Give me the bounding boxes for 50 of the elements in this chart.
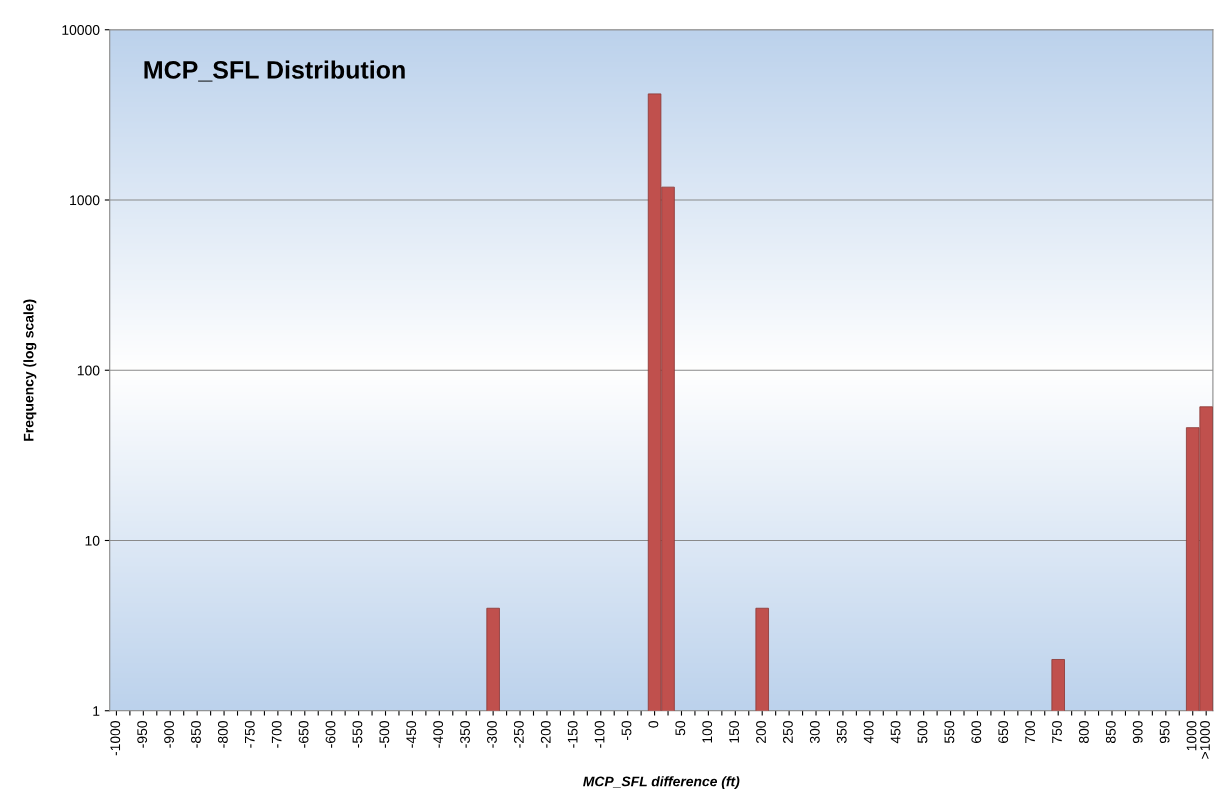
x-tick-label: -300	[487, 721, 497, 748]
x-tick-label: -950	[137, 721, 148, 748]
x-tick-label: -800	[217, 721, 228, 748]
y-tick-label: 1000	[70, 195, 100, 206]
x-tick-label: 900	[1132, 721, 1143, 743]
x-tick-label: -400	[433, 721, 444, 748]
text: MCP_SFL Distribution	[144, 60, 405, 82]
x-tick-label: -750	[244, 721, 255, 748]
x-tick-label: 800	[1078, 721, 1089, 744]
x-tick-label: 550	[944, 721, 955, 744]
x-tick-label: 200	[756, 721, 766, 743]
x-tick-label: -50	[621, 721, 632, 740]
x-tick-label: 150	[729, 721, 740, 743]
x-tick-label: 700	[1025, 721, 1036, 743]
x-tick-label: -700	[271, 721, 282, 748]
x-tick-label: 500	[917, 721, 928, 744]
x-tick-label: -150	[567, 721, 578, 748]
x-tick-label: >1000	[1200, 721, 1210, 759]
x-tick-label: 750	[1052, 721, 1062, 743]
x-tick-label: -850	[191, 721, 201, 748]
x-tick-label: 950	[1159, 721, 1170, 743]
x-tick-label: 50	[675, 721, 686, 736]
x-tick-label: -350	[460, 721, 470, 748]
x-tick-label: -200	[540, 721, 551, 748]
x-tick-label: 0	[648, 721, 659, 728]
x-tick-label: 1000	[1186, 721, 1197, 751]
x-tick-label: 850	[1105, 721, 1116, 744]
y-axis-title: Frequency (log scale)	[23, 299, 37, 441]
x-tick-label: 650	[998, 721, 1009, 743]
x-tick-label: -500	[379, 721, 390, 748]
x-axis-title: MCP_SFL difference (ft)	[583, 776, 740, 790]
x-tick-label: -900	[164, 721, 174, 748]
y-tick-label: 1	[93, 706, 100, 716]
x-tick-label: -650	[298, 721, 309, 748]
y-tick-label: 10	[85, 535, 100, 546]
y-tick-label: 10000	[62, 25, 100, 35]
x-tick-label: -250	[513, 721, 524, 748]
x-tick-label: 300	[809, 721, 820, 744]
x-tick-label: -600	[325, 721, 336, 748]
x-tick-label: -1000	[110, 721, 121, 756]
y-tick-label: 100	[77, 365, 100, 376]
x-tick-label: 450	[890, 721, 901, 744]
x-tick-label: 600	[971, 721, 982, 743]
x-tick-label: -450	[406, 721, 417, 748]
x-tick-label: 250	[783, 721, 793, 743]
x-tick-label: -550	[352, 721, 363, 748]
x-tick-label: 100	[702, 721, 713, 743]
x-tick-label: -100	[594, 721, 605, 748]
x-tick-label: 400	[863, 721, 874, 744]
x-tick-label: 350	[836, 721, 847, 744]
